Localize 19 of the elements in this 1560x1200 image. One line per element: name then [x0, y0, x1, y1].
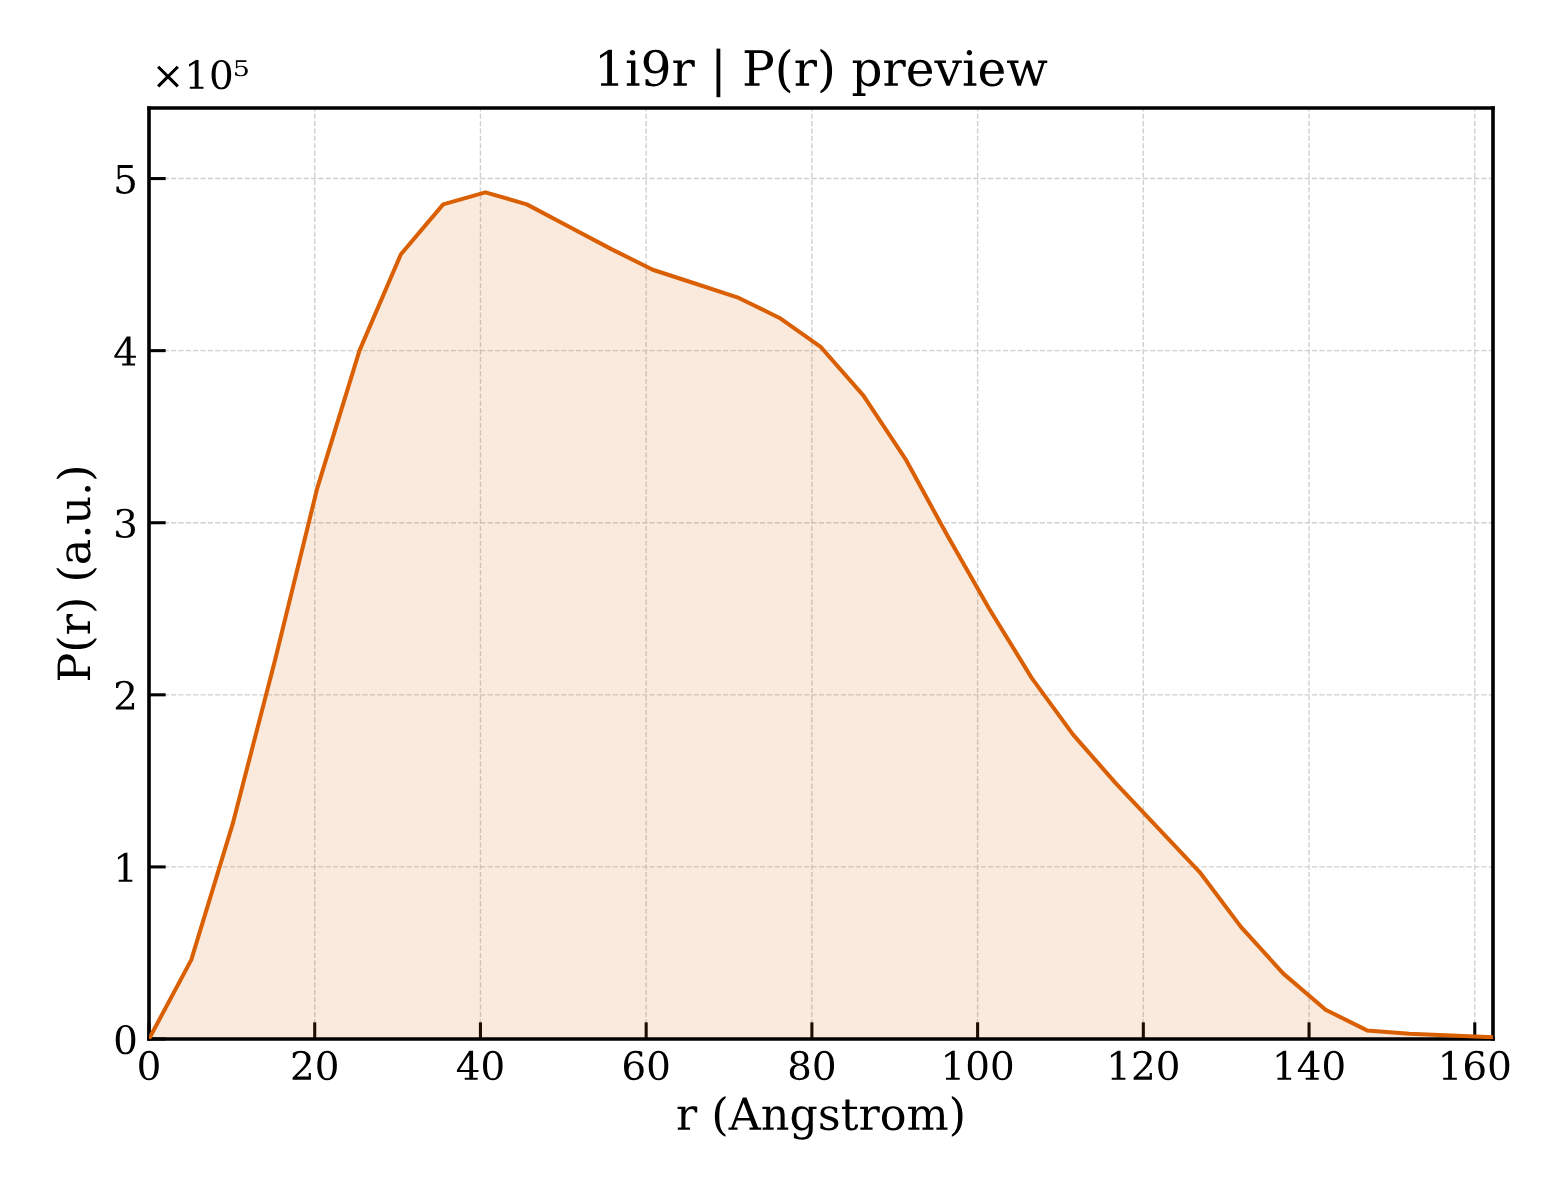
x-tick-label: 60 [624, 1050, 669, 1081]
y-tick-label: 4 [114, 336, 136, 366]
x-tick-label: 40 [456, 1050, 503, 1081]
x-tick-label: 0 [139, 1050, 159, 1081]
y-tick-label: 1 [117, 852, 133, 882]
y-tick-label: 5 [116, 164, 135, 194]
x-tick-label: 20 [292, 1050, 337, 1081]
y-axis-title: P(r) (a.u.) [56, 468, 97, 681]
x-axis-title: r (Angstrom) [677, 1096, 963, 1140]
x-tick-label: 120 [1110, 1050, 1178, 1081]
x-tick-label: 140 [1276, 1050, 1344, 1081]
y-tick-label: 3 [116, 508, 135, 539]
x-tick-label: 100 [945, 1050, 1013, 1081]
x-tick-label: 80 [789, 1050, 835, 1081]
text: ×10⁵ [157, 59, 248, 90]
x-tick-label: 160 [1442, 1050, 1510, 1081]
y-tick-label: 0 [115, 1024, 136, 1055]
y-tick-label: 2 [115, 680, 135, 710]
chart-title: 1i9r | P(r) preview [600, 48, 1048, 98]
